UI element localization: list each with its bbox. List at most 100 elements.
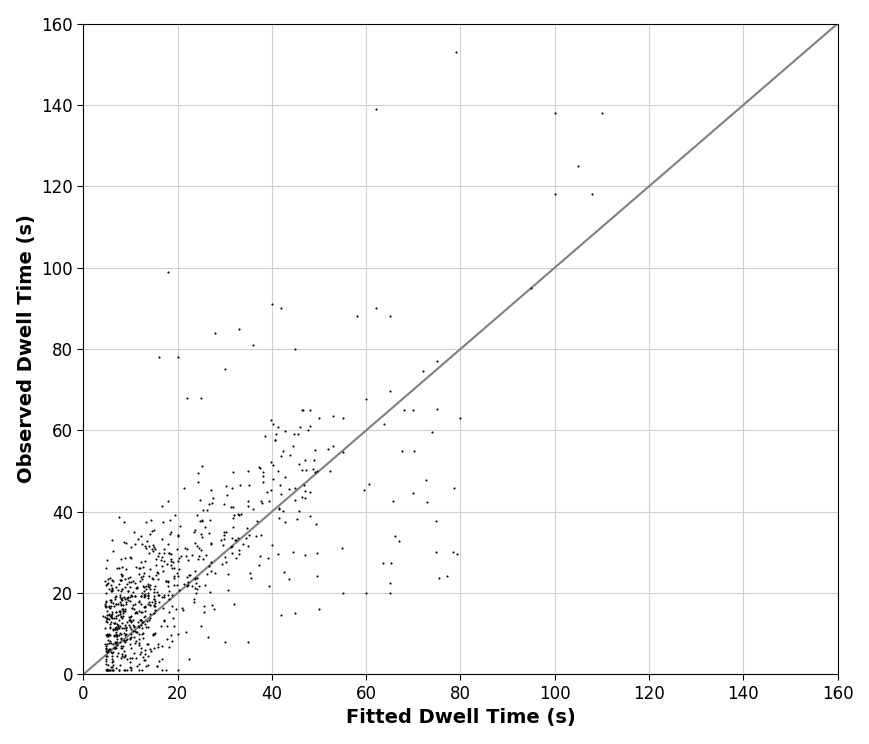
Point — [132, 629, 146, 641]
Point — [147, 606, 161, 618]
Point — [114, 598, 128, 610]
Point — [137, 585, 151, 597]
Point — [242, 495, 255, 507]
Point — [228, 534, 242, 546]
Point — [585, 188, 599, 200]
Point — [195, 545, 209, 557]
Point — [129, 626, 143, 638]
Point — [312, 603, 326, 615]
Point — [163, 515, 176, 527]
Point — [108, 638, 122, 650]
Point — [105, 661, 119, 673]
Point — [150, 660, 164, 672]
Point — [136, 632, 150, 644]
Point — [123, 661, 136, 673]
Point — [111, 629, 125, 641]
Point — [241, 500, 255, 512]
Point — [151, 574, 165, 586]
Point — [122, 611, 136, 623]
Point — [100, 605, 114, 617]
Point — [109, 633, 123, 645]
Point — [101, 635, 115, 647]
Point — [147, 583, 161, 595]
Point — [135, 587, 149, 599]
Point — [270, 548, 284, 559]
Point — [179, 580, 193, 591]
Point — [134, 590, 148, 602]
Point — [118, 537, 132, 549]
Point — [143, 583, 157, 594]
Point — [272, 502, 286, 514]
Point — [138, 540, 152, 552]
Point — [136, 580, 150, 592]
Point — [109, 581, 123, 593]
Point — [182, 569, 196, 581]
Point — [109, 629, 123, 641]
Point — [127, 620, 141, 632]
Point — [131, 616, 145, 628]
Point — [420, 496, 434, 507]
Point — [151, 550, 165, 562]
Point — [216, 498, 230, 510]
Point — [270, 421, 284, 433]
Point — [152, 548, 166, 559]
Point — [143, 615, 156, 626]
Point — [134, 571, 148, 583]
Point — [129, 635, 143, 647]
Point — [139, 580, 153, 592]
Point — [144, 514, 158, 526]
Point — [305, 463, 319, 475]
Point — [133, 575, 147, 587]
Point — [155, 653, 169, 665]
Point — [193, 515, 207, 527]
Point — [286, 440, 300, 452]
Point — [178, 550, 192, 562]
Point — [99, 643, 113, 655]
Point — [221, 568, 235, 580]
Point — [137, 555, 151, 567]
Point — [170, 555, 184, 567]
Point — [383, 577, 397, 589]
Point — [116, 640, 129, 652]
Point — [99, 655, 113, 667]
Point — [102, 643, 116, 655]
Point — [136, 589, 150, 601]
Point — [124, 552, 138, 564]
Point — [206, 492, 220, 504]
Point — [99, 600, 113, 612]
Point — [302, 510, 316, 522]
Point — [108, 635, 122, 647]
Point — [123, 595, 137, 607]
Point — [190, 476, 204, 488]
Point — [103, 664, 116, 676]
Point — [128, 625, 142, 637]
Point — [165, 635, 179, 647]
Point — [114, 610, 128, 622]
Point — [134, 615, 148, 626]
Point — [110, 584, 124, 596]
Point — [99, 601, 113, 613]
Point — [152, 589, 166, 601]
Point — [453, 412, 467, 424]
Point — [105, 586, 119, 597]
Point — [118, 552, 132, 564]
Point — [203, 586, 217, 598]
Point — [175, 603, 189, 615]
Point — [100, 613, 114, 625]
Point — [148, 627, 162, 639]
Point — [274, 450, 288, 462]
Point — [134, 646, 148, 658]
Point — [143, 562, 156, 574]
Point — [167, 562, 181, 574]
Point — [113, 609, 127, 620]
Point — [132, 606, 146, 618]
Point — [142, 592, 156, 604]
Point — [208, 567, 222, 579]
Point — [104, 664, 118, 676]
Point — [242, 568, 256, 580]
Point — [146, 539, 160, 551]
Point — [123, 589, 137, 600]
Point — [171, 570, 185, 582]
Point — [571, 160, 585, 172]
Point — [150, 586, 164, 598]
